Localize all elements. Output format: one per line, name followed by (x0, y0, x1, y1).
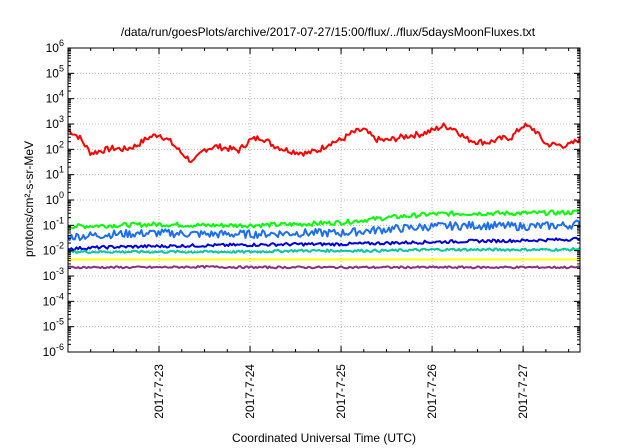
y-tick-label: 10-3 (43, 266, 64, 283)
y-tick-label: 10-5 (43, 317, 64, 334)
x-tick-label: 2017-7-24 (243, 364, 257, 419)
series-line-4 (67, 246, 581, 255)
y-tick-label: 10-6 (43, 342, 64, 359)
y-tick-label: 102 (46, 139, 64, 156)
y-tick-label: 105 (46, 63, 64, 80)
series-line-1 (67, 209, 581, 230)
y-tick-label: 10-1 (43, 215, 64, 232)
x-tick-label: 2017-7-23 (152, 364, 166, 419)
series-line-0 (67, 122, 581, 164)
axis-ticks (67, 47, 580, 353)
y-tick-label: 106 (46, 38, 64, 55)
series-line-3 (67, 236, 581, 251)
y-tick-label: 103 (46, 114, 64, 131)
grid-lines (68, 48, 580, 352)
y-tick-label: 100 (46, 190, 64, 207)
x-tick-label: 2017-7-27 (516, 364, 530, 419)
x-tick-label: 2017-7-25 (334, 364, 348, 419)
y-axis-label: protons/cm²-s-sr-MeV (22, 141, 36, 257)
x-tick-label: 2017-7-26 (425, 364, 439, 419)
chart-title: /data/run/goesPlots/archive/2017-07-27/1… (121, 25, 536, 39)
x-tick-labels: 2017-7-23 2017-7-24 2017-7-25 2017-7-26 2017… (152, 364, 530, 419)
y-tick-label: 101 (46, 165, 64, 182)
y-tick-label: 10-2 (43, 241, 64, 258)
y-tick-label: 10-4 (43, 291, 64, 308)
series-line-6 (67, 264, 581, 270)
x-axis-label: Coordinated Universal Time (UTC) (232, 431, 416, 445)
y-tick-labels: 10-6 10-5 10-4 10-3 10-2 10-1 100 101 102 103 104 1… (43, 38, 64, 359)
data-series (67, 122, 581, 270)
series-line-2 (67, 219, 581, 242)
y-tick-label: 104 (46, 89, 64, 106)
